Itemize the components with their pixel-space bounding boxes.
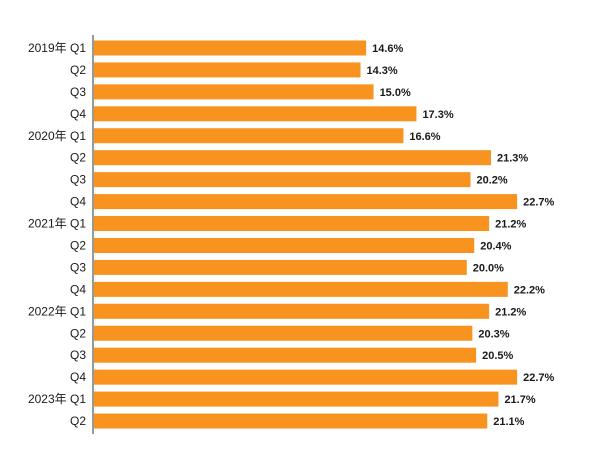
category-label: 2022年 Q1 <box>28 304 86 318</box>
value-label: 15.0% <box>380 87 411 99</box>
bar <box>94 259 467 275</box>
value-label: 21.2% <box>495 219 526 231</box>
category-label: 2023年 Q1 <box>28 392 86 406</box>
bar <box>94 150 491 166</box>
category-labels: 2019年 Q1 Q2 Q3 Q4 2020年 Q1 Q2 Q3 Q4 2021年 Q1 Q2 Q3… <box>28 41 86 428</box>
value-label: 21.3% <box>497 153 528 165</box>
value-label: 20.0% <box>473 262 504 274</box>
category-label: Q2 <box>70 238 86 252</box>
value-label: 20.2% <box>476 175 507 187</box>
bar <box>94 84 374 100</box>
category-label: Q3 <box>70 85 86 99</box>
category-label: Q3 <box>70 173 86 187</box>
category-label: Q2 <box>70 63 86 77</box>
category-label: Q2 <box>70 326 86 340</box>
bar <box>94 325 473 341</box>
bar <box>94 40 367 56</box>
bar <box>94 347 477 363</box>
value-label: 20.5% <box>482 350 513 362</box>
bar <box>94 369 518 385</box>
category-label: 2020年 Q1 <box>28 129 86 143</box>
value-label: 14.6% <box>372 43 403 55</box>
category-label: 2021年 Q1 <box>28 217 86 231</box>
value-label: 17.3% <box>422 109 453 121</box>
bar <box>94 194 518 210</box>
value-label: 20.4% <box>480 240 511 252</box>
value-label: 22.2% <box>514 284 545 296</box>
bar <box>94 413 488 429</box>
category-label: Q2 <box>70 151 86 165</box>
value-label: 21.7% <box>504 394 535 406</box>
category-label: Q4 <box>70 370 86 384</box>
bar <box>94 281 508 297</box>
bar <box>94 216 490 232</box>
value-label: 21.2% <box>495 306 526 318</box>
bar <box>94 128 404 144</box>
value-label: 21.1% <box>493 416 524 428</box>
category-label: Q4 <box>70 282 86 296</box>
bar <box>94 391 499 407</box>
value-label: 22.7% <box>523 372 554 384</box>
value-label: 20.3% <box>478 328 509 340</box>
value-label: 22.7% <box>523 197 554 209</box>
category-label: Q4 <box>70 195 86 209</box>
value-label: 14.3% <box>367 65 398 77</box>
bar <box>94 303 490 319</box>
category-label: Q3 <box>70 260 86 274</box>
value-label: 16.6% <box>409 131 440 143</box>
bar <box>94 172 471 188</box>
bar <box>94 62 361 78</box>
bar <box>94 106 417 122</box>
bars-group <box>94 40 518 429</box>
category-label: Q4 <box>70 107 86 121</box>
category-label: Q2 <box>70 414 86 428</box>
bar <box>94 237 475 253</box>
value-labels: 14.6% 14.3% 15.0% 17.3% 16.6% 21.3% 20.2% 22.7%… <box>367 43 555 428</box>
category-label: 2019年 Q1 <box>28 41 86 55</box>
category-label: Q3 <box>70 348 86 362</box>
